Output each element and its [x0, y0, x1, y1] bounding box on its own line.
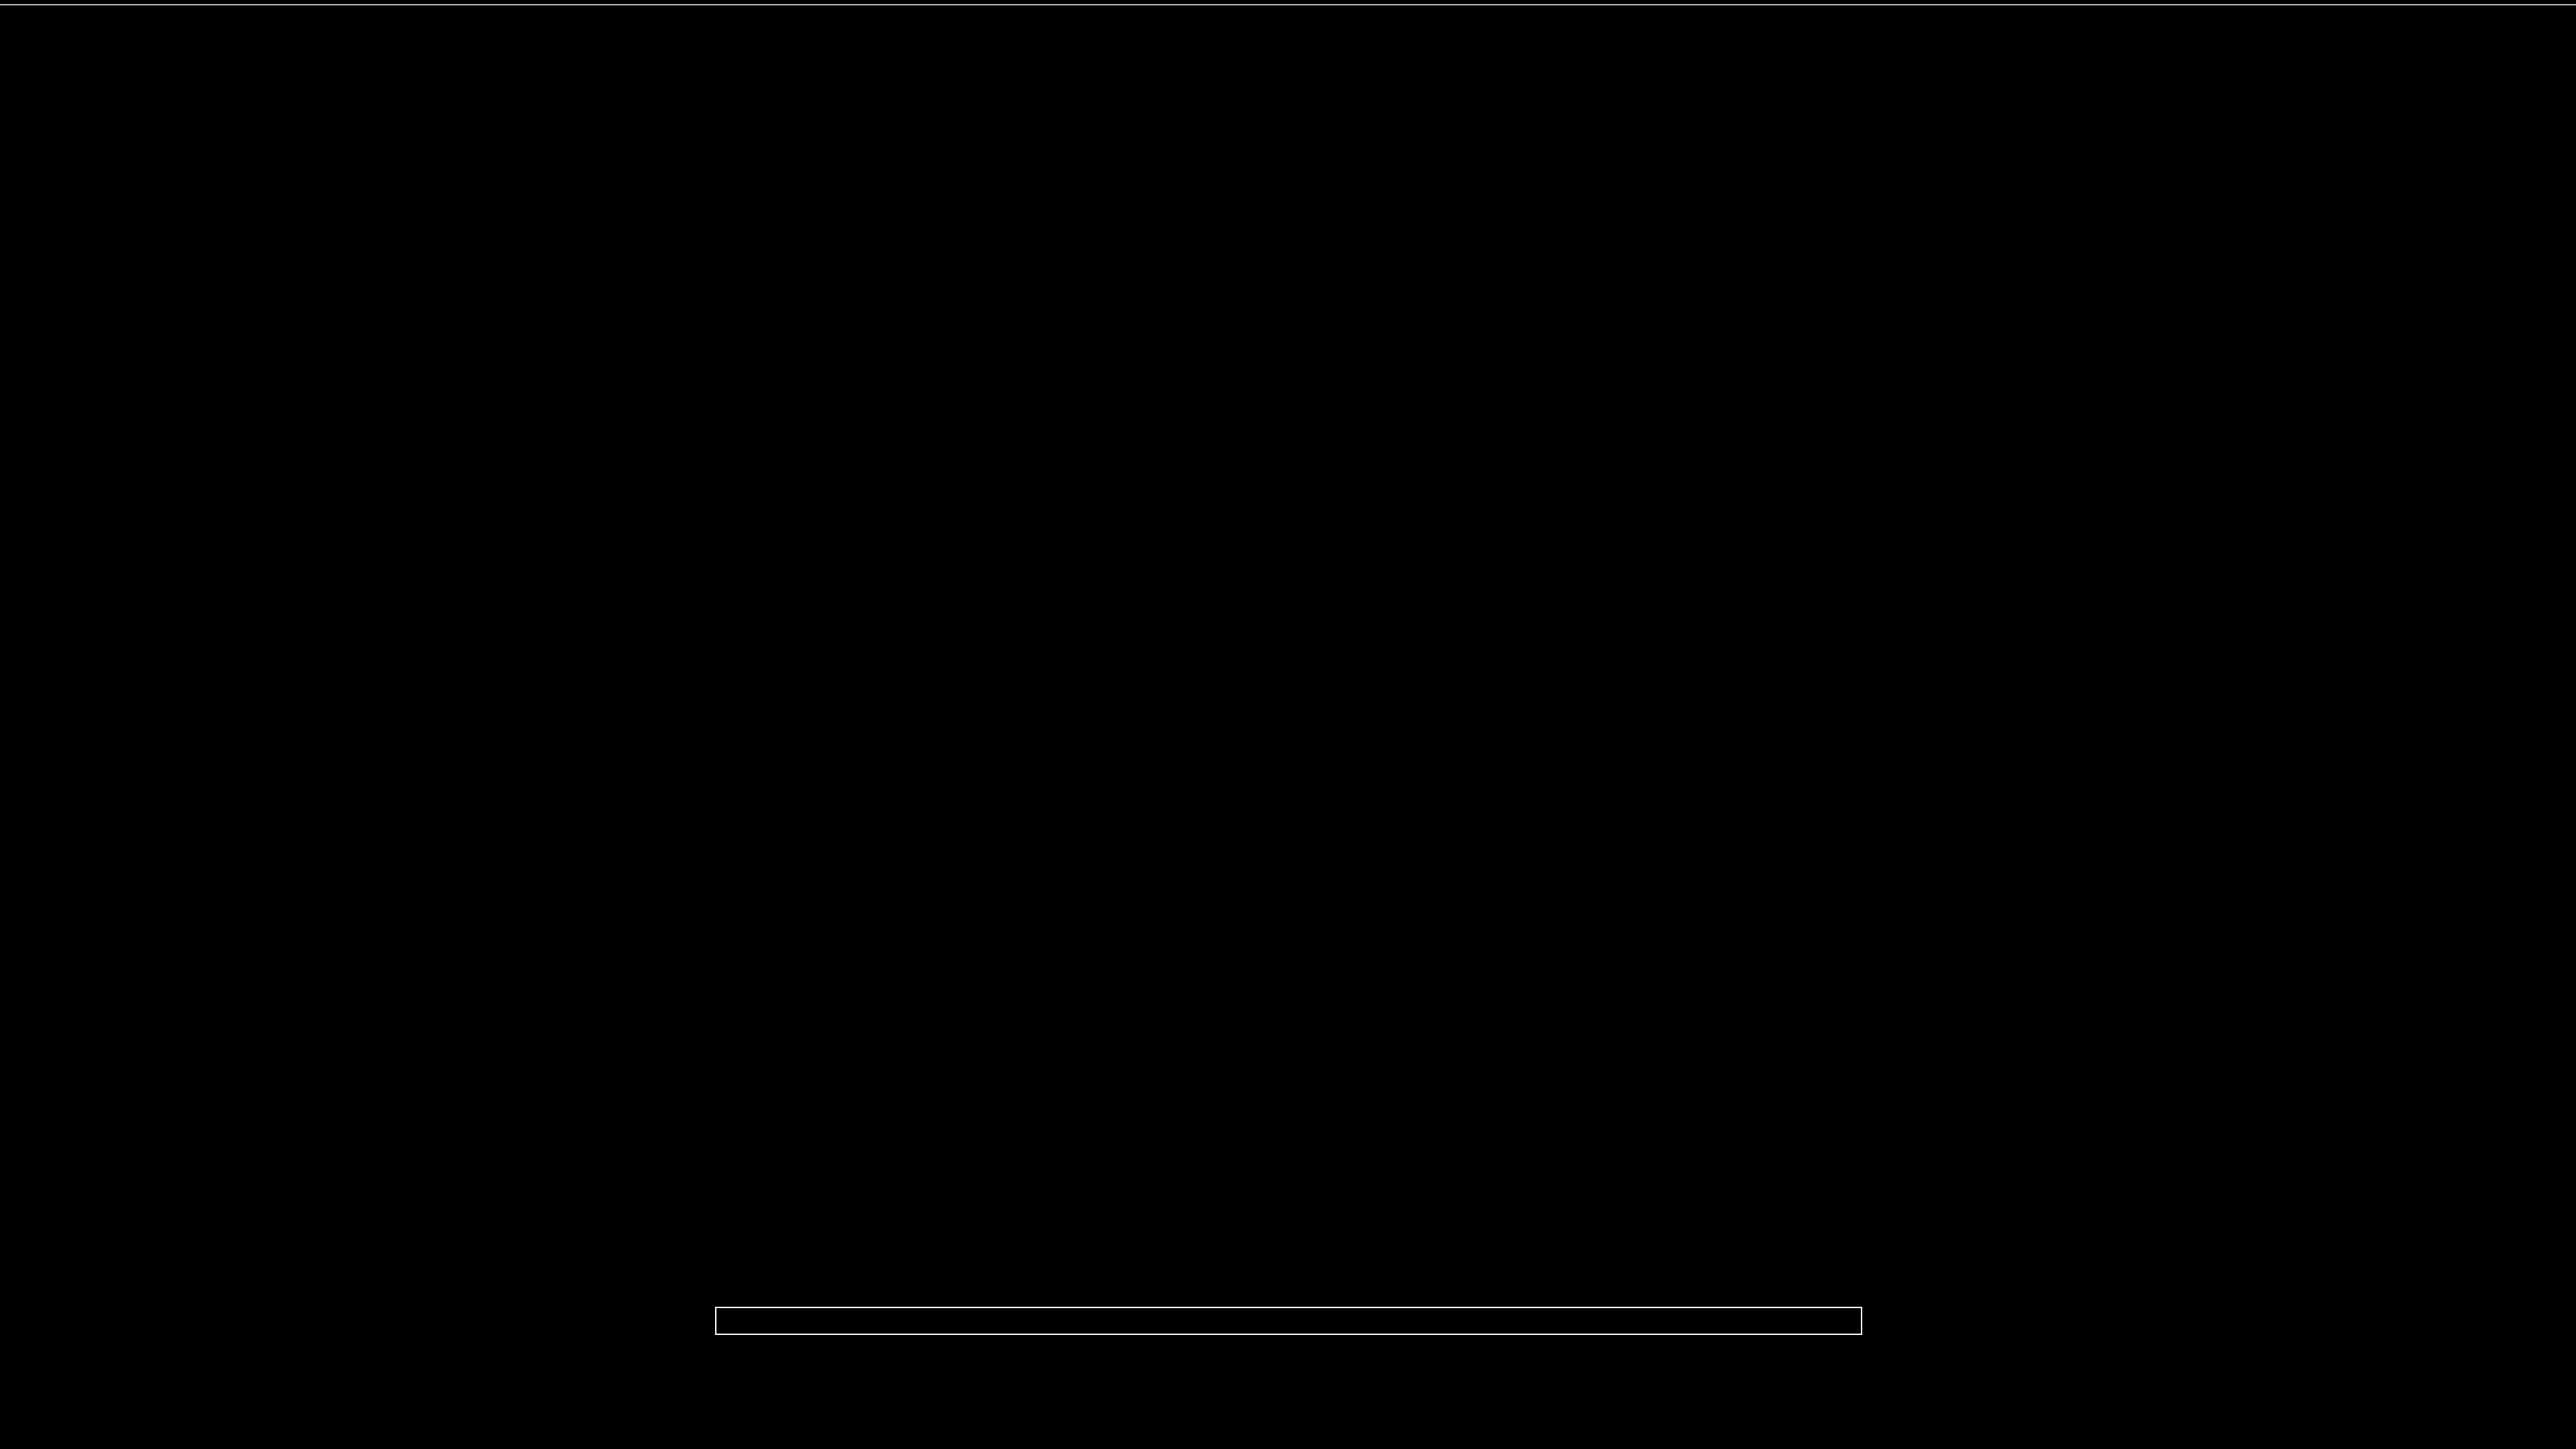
- graticule-overlay: [0, 4, 2576, 1287]
- colorbar-tick-marks: [0, 1335, 2576, 1348]
- colorbar-gradient-fill: [716, 1308, 1861, 1334]
- colorbar-block: [0, 1295, 2576, 1449]
- map-panel[interactable]: [0, 4, 2576, 1287]
- colorbar-swatch[interactable]: [715, 1307, 1862, 1335]
- map-border-top: [0, 4, 2576, 5]
